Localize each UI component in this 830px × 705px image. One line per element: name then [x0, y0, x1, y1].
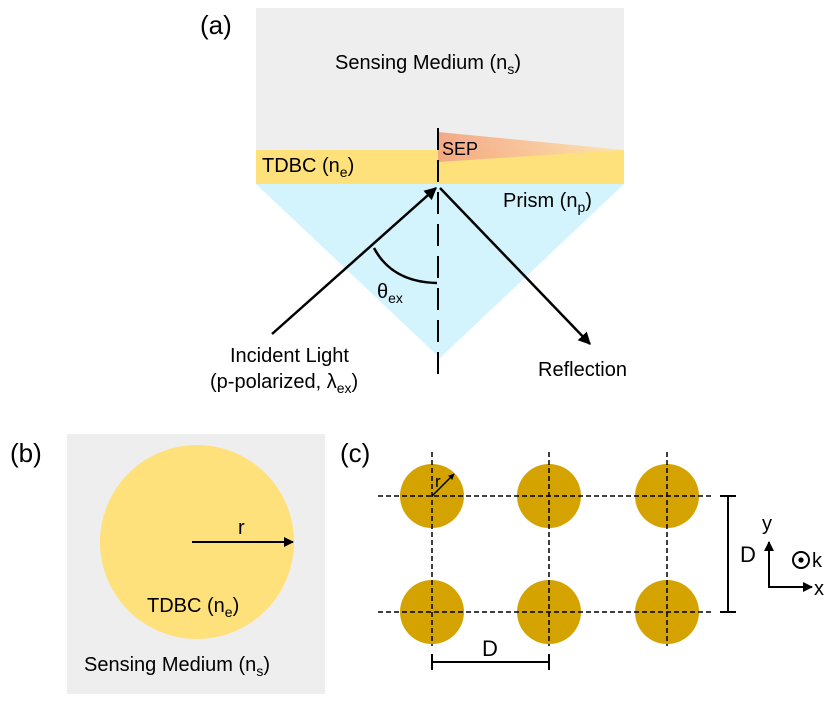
angle-label: θex — [377, 281, 403, 306]
k-label: k — [812, 550, 823, 572]
sensing-medium-region — [256, 8, 624, 150]
sensing-medium-label: Sensing Medium (ns) — [335, 52, 521, 77]
prism — [256, 184, 624, 358]
sensing-medium-square-label: Sensing Medium (ns) — [84, 654, 270, 679]
reflection-label: Reflection — [538, 359, 627, 381]
y-axis-label: y — [762, 513, 772, 535]
reflected-ray — [439, 187, 591, 345]
sep-wave — [438, 132, 624, 162]
vertical-period-bracket — [720, 495, 736, 613]
panel-c: (c) r D D — [340, 438, 824, 670]
x-axis-label: x — [814, 578, 824, 600]
sep-label: SEP — [442, 139, 478, 159]
lattice-guides — [378, 452, 712, 646]
out-of-plane-icon — [792, 551, 810, 569]
panel-a-label: (a) — [200, 10, 232, 40]
horizontal-period-bracket — [431, 654, 550, 670]
tdbc-label: TDBC (ne) — [262, 155, 354, 180]
vertical-period-label: D — [740, 542, 756, 567]
out-of-plane-dot — [798, 557, 804, 563]
panel-c-label: (c) — [340, 438, 370, 468]
radius-label: r — [238, 517, 245, 539]
horizontal-period-label: D — [482, 636, 498, 661]
incident-polarization-label: (p-polarized, λex) — [210, 371, 358, 396]
angle-arc — [372, 247, 438, 285]
incident-ray — [271, 187, 437, 335]
tdbc-disk-label: TDBC (ne) — [147, 595, 239, 620]
disk-radius-arrow — [431, 473, 455, 497]
coordinate-axes: y x k — [762, 513, 824, 600]
panel-b-label: (b) — [10, 438, 42, 468]
panel-b: (b) r TDBC (ne) Sensing Medium (ns) — [10, 434, 325, 694]
prism-label: Prism (np) — [503, 190, 592, 215]
panel-a: (a) Sensing Medium (ns) SEP TDBC (ne) Pr… — [200, 8, 627, 396]
disk-radius-label: r — [435, 472, 441, 491]
incident-light-label: Incident Light — [230, 345, 349, 367]
